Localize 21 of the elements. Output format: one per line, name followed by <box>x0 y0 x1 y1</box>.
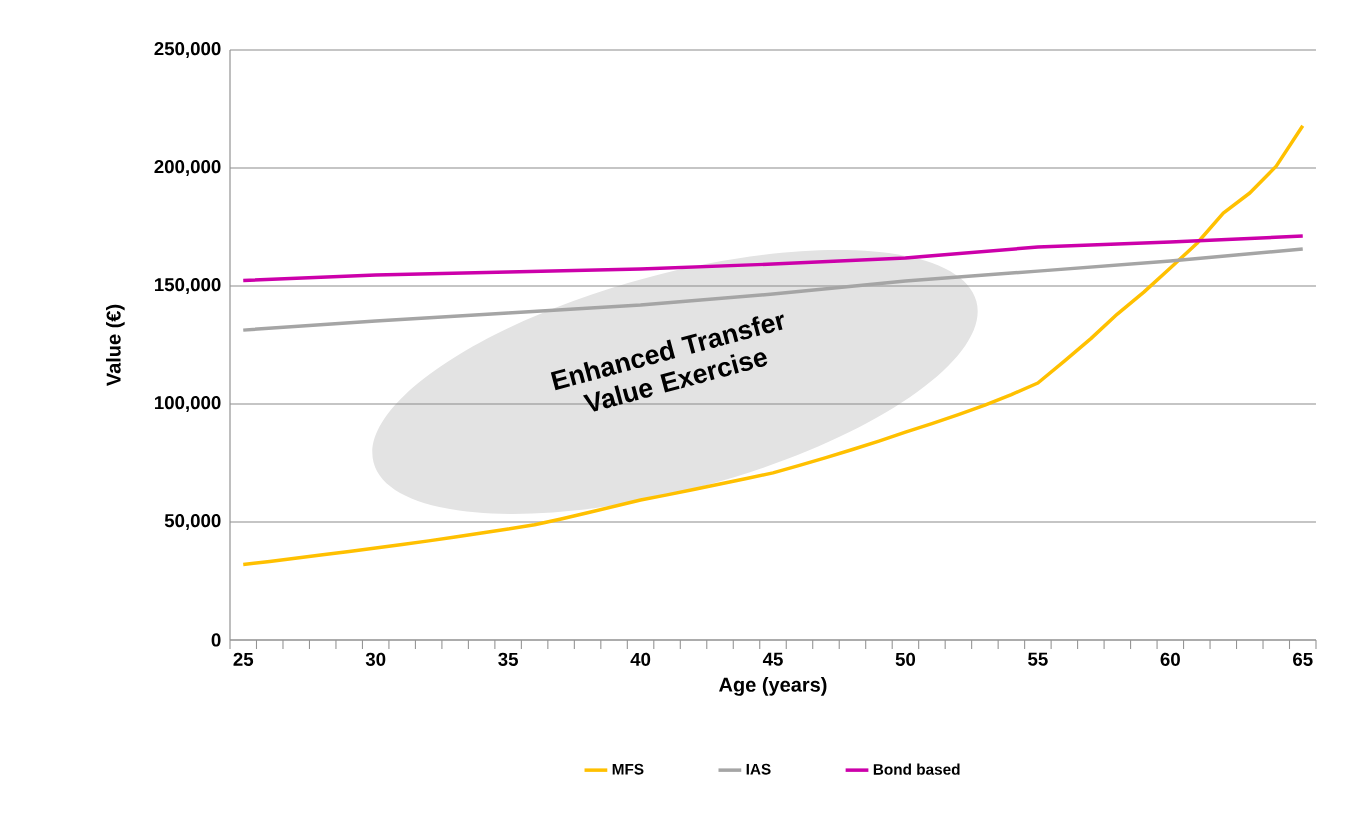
legend-label: Bond based <box>873 763 960 775</box>
y-tick-label: 200,000 <box>154 160 221 176</box>
y-tick-label: 50,000 <box>164 514 221 530</box>
x-tick-label: 60 <box>1160 652 1180 666</box>
x-tick-label: 40 <box>630 652 651 666</box>
x-tick-label: 35 <box>498 652 518 666</box>
y-tick-label: 250,000 <box>154 42 221 58</box>
x-tick-label: 50 <box>895 652 916 666</box>
y-tick-label: 100,000 <box>154 396 221 412</box>
x-tick-label: 45 <box>762 652 783 666</box>
legend-label: MFS <box>612 763 644 775</box>
y-axis-title: Value (€) <box>106 304 125 386</box>
x-tick-label: 30 <box>365 652 386 666</box>
x-axis-title: Age (years) <box>719 677 827 696</box>
legend-label: IAS <box>746 763 771 775</box>
x-tick-label: 55 <box>1028 652 1048 666</box>
line-series <box>241 234 1305 283</box>
x-tick-label: 65 <box>1293 652 1313 666</box>
y-tick-label: 150,000 <box>154 278 221 294</box>
x-tick-label: 25 <box>233 652 254 666</box>
y-tick-label: 0 <box>211 633 221 647</box>
